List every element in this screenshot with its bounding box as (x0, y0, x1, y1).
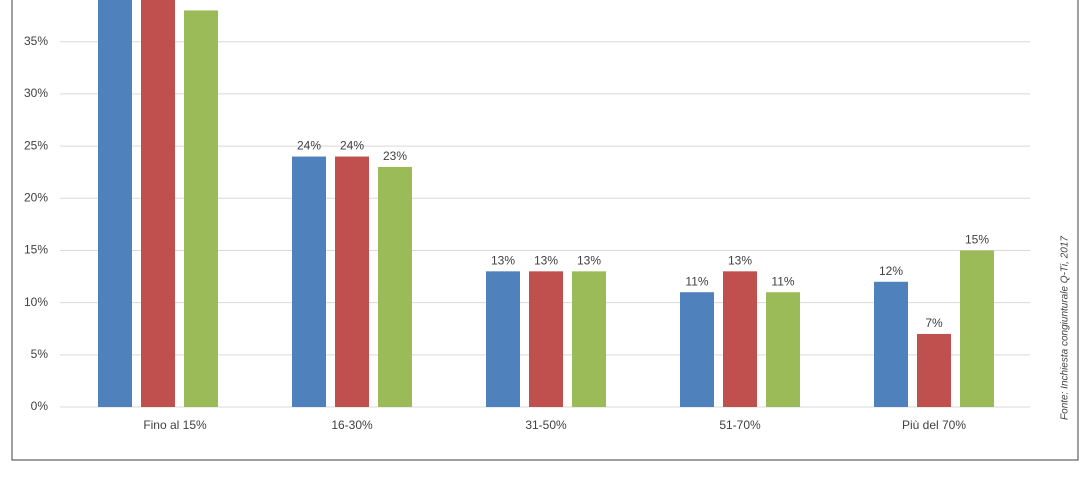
bar (917, 333, 951, 407)
data-label: 12% (879, 264, 903, 278)
x-tick-label: 31-50% (525, 418, 567, 432)
data-label: 13% (534, 254, 558, 268)
data-label: 15% (965, 233, 989, 247)
data-label: 11% (685, 274, 708, 288)
y-tick-label: 0% (31, 399, 49, 413)
data-label: 24% (340, 139, 364, 153)
bar (378, 166, 412, 407)
bar (141, 0, 175, 408)
x-tick-label: Fino al 15% (143, 418, 207, 432)
bar (292, 156, 326, 407)
data-label: 11% (771, 274, 794, 288)
bar (766, 292, 800, 407)
source-note: Fonte: Inchiesta congiunturale Q-Ti, 201… (1060, 236, 1071, 420)
bar (680, 292, 714, 407)
bar (529, 271, 563, 407)
bar (184, 10, 218, 407)
bar (572, 271, 606, 407)
bar (335, 156, 369, 407)
bar (960, 250, 994, 407)
data-label: 13% (491, 254, 515, 268)
data-label: 7% (925, 316, 943, 330)
data-label: 13% (728, 254, 752, 268)
y-tick-label: 35% (24, 34, 48, 48)
frame (11, 0, 1079, 461)
data-label: 13% (577, 254, 601, 268)
bar (723, 271, 757, 407)
y-tick-label: 15% (24, 243, 48, 257)
y-tick-label: 30% (24, 86, 48, 100)
bar (98, 0, 132, 408)
x-tick-label: Più del 70% (902, 418, 966, 432)
x-tick-label: 51-70% (719, 418, 761, 432)
y-tick-label: 25% (24, 138, 48, 152)
x-tick-label: 16-30% (331, 418, 373, 432)
y-tick-label: 20% (24, 190, 48, 204)
data-label: 24% (297, 139, 321, 153)
bar (874, 281, 908, 407)
bar (486, 271, 520, 407)
data-label: 23% (383, 149, 407, 163)
y-tick-label: 10% (24, 295, 48, 309)
y-tick-label: 5% (31, 347, 49, 361)
